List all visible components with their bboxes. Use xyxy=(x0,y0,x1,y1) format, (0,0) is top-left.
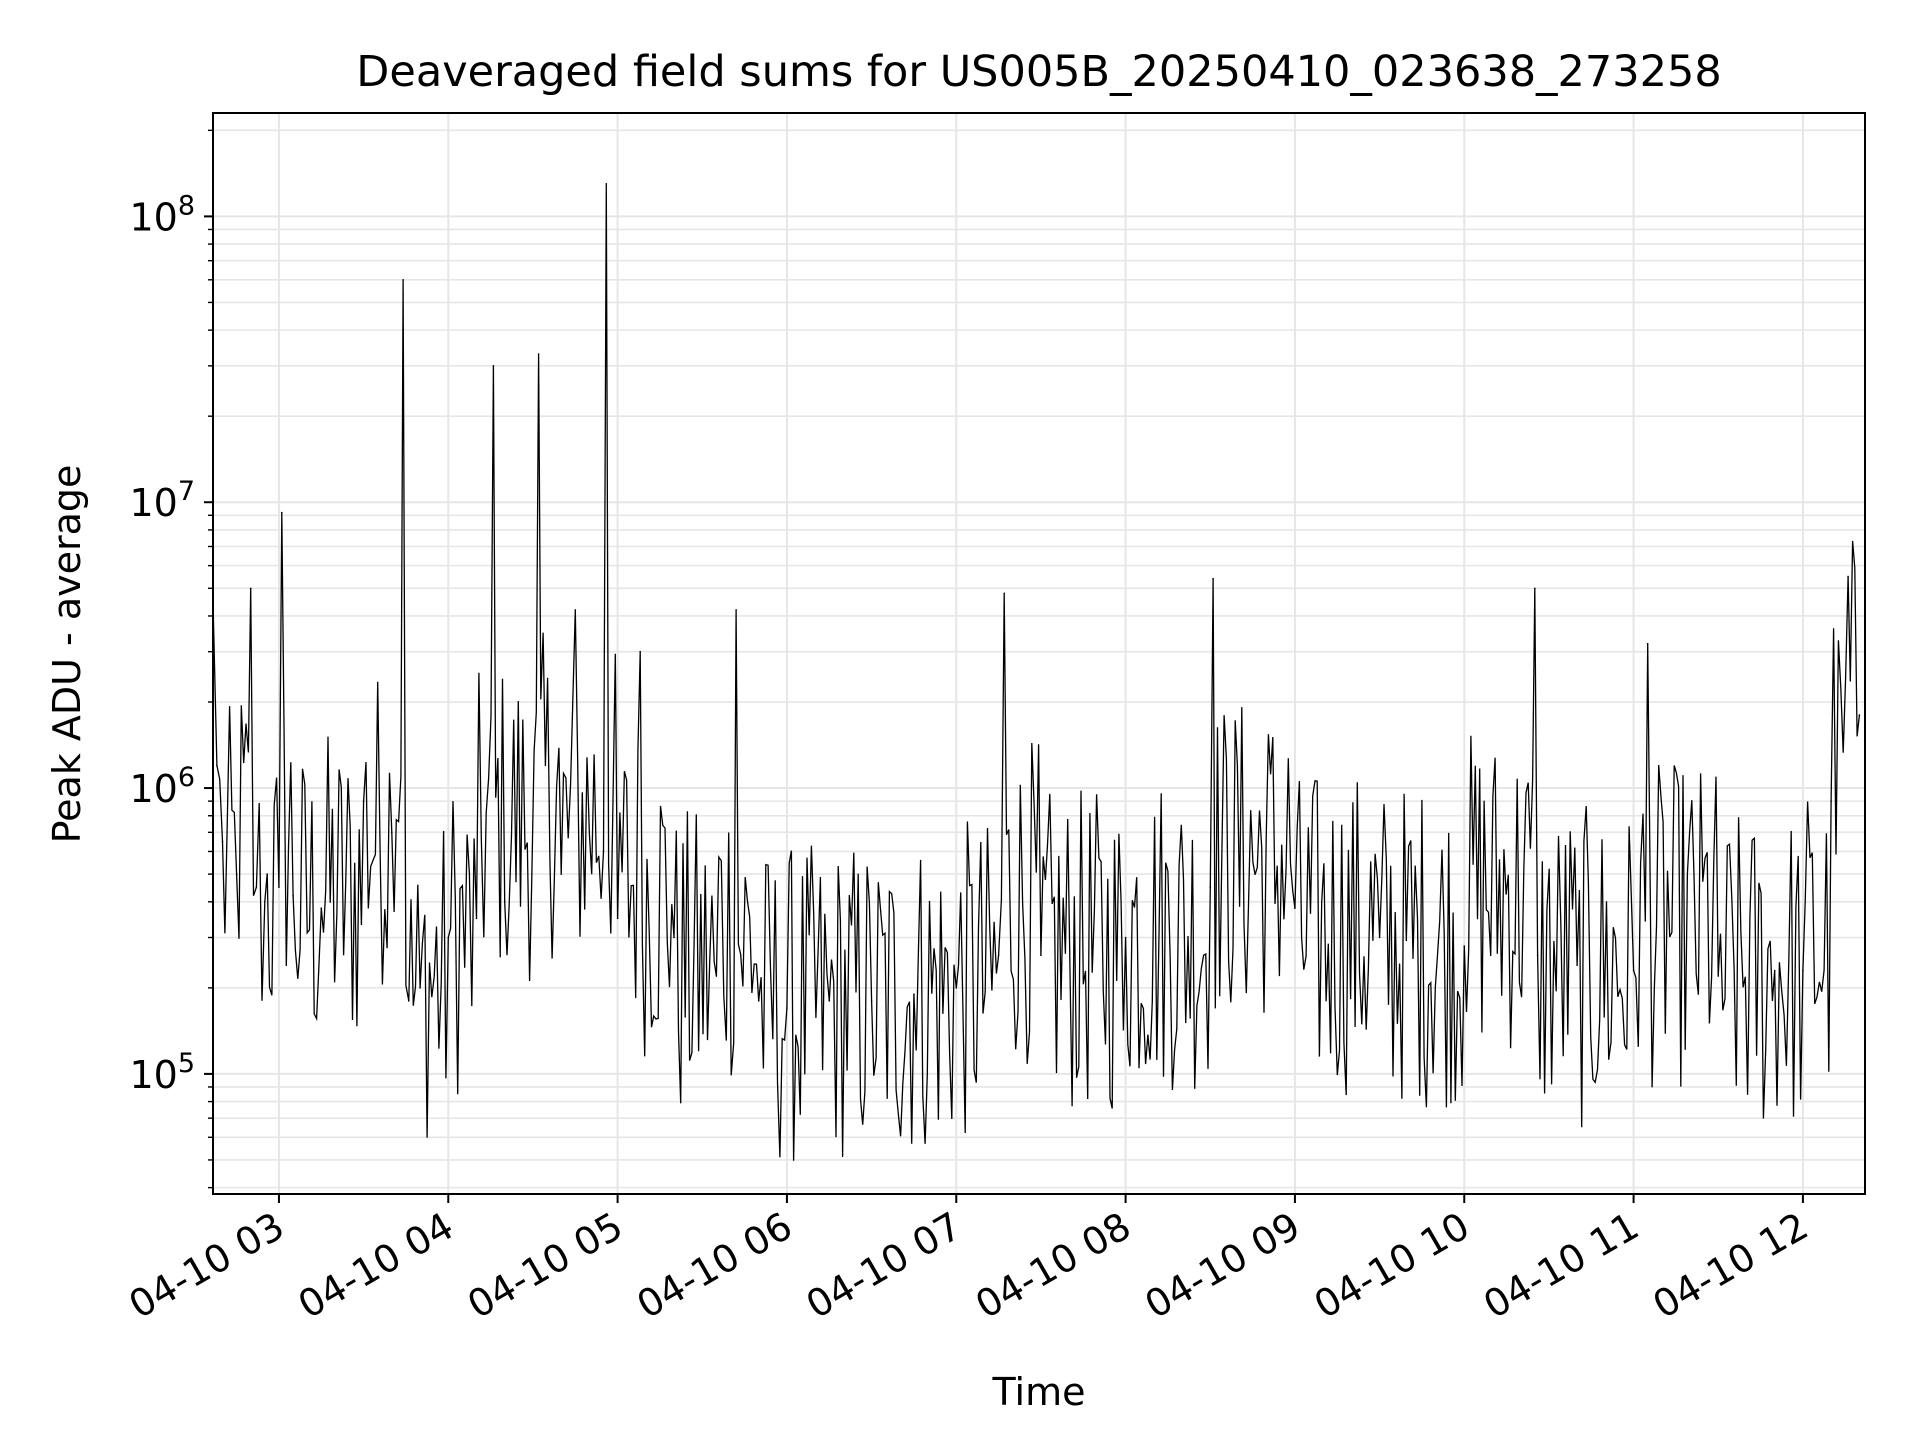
plot-frame xyxy=(212,112,1866,1195)
data-point xyxy=(280,511,283,514)
data-point xyxy=(574,609,577,611)
data-point xyxy=(828,1000,831,1002)
data-point xyxy=(320,907,323,909)
data-point xyxy=(786,1007,788,1009)
data-point xyxy=(362,800,365,802)
data-point xyxy=(1830,800,1832,802)
data-point xyxy=(735,609,737,611)
data-point xyxy=(1802,969,1804,972)
data-point xyxy=(602,850,605,853)
data-point xyxy=(1003,592,1006,595)
data-point xyxy=(1212,577,1214,580)
chart-title: Deaveraged field sums for US005B_2025041… xyxy=(356,47,1721,97)
data-point xyxy=(292,894,294,897)
data-point xyxy=(1294,907,1296,909)
data-point xyxy=(419,987,421,989)
data-point xyxy=(264,901,266,903)
data-point xyxy=(1632,969,1635,972)
data-point xyxy=(537,353,540,355)
data-point xyxy=(1536,954,1539,957)
data-point xyxy=(605,183,608,185)
data-point xyxy=(402,279,404,281)
plot-area xyxy=(212,183,1861,1161)
data-point xyxy=(1646,642,1649,645)
data-point xyxy=(955,987,958,989)
data-point xyxy=(475,917,478,920)
series-line xyxy=(212,183,1861,1161)
data-point xyxy=(235,873,238,875)
data-point xyxy=(221,840,224,843)
data-point xyxy=(249,587,252,590)
data-point xyxy=(673,936,675,939)
data-point xyxy=(1576,964,1578,967)
data-point xyxy=(1847,575,1849,578)
data-point xyxy=(1209,886,1212,888)
data-point xyxy=(407,1000,410,1002)
data-point xyxy=(492,365,495,367)
y-tick-label: 106 xyxy=(129,762,195,811)
data-point xyxy=(1534,587,1536,590)
data-point xyxy=(1773,969,1776,972)
data-point xyxy=(560,873,562,875)
x-axis-label: Time xyxy=(992,1370,1086,1414)
data-point xyxy=(1463,945,1466,947)
data-point xyxy=(503,901,506,903)
data-point xyxy=(1858,714,1861,716)
data-point xyxy=(1378,936,1381,939)
data-point xyxy=(870,1000,873,1002)
data-point xyxy=(447,936,450,939)
y-tick-label: 108 xyxy=(129,190,195,239)
data-point xyxy=(1040,954,1042,957)
data-point xyxy=(757,1000,760,1002)
y-tick-label: 107 xyxy=(129,476,195,525)
data-point xyxy=(278,886,280,888)
data-point xyxy=(913,993,915,996)
data-point xyxy=(997,954,1000,957)
y-axis-label: Peak ADU - average xyxy=(45,465,89,844)
data-point xyxy=(255,886,258,888)
data-point xyxy=(1717,975,1720,977)
y-tick-label: 105 xyxy=(129,1048,195,1097)
grid xyxy=(213,113,1865,1194)
data-point xyxy=(639,650,641,653)
data-point xyxy=(1124,936,1127,939)
data-point xyxy=(391,831,393,834)
data-point xyxy=(216,764,218,767)
data-point xyxy=(715,975,718,977)
data-point xyxy=(616,917,619,920)
